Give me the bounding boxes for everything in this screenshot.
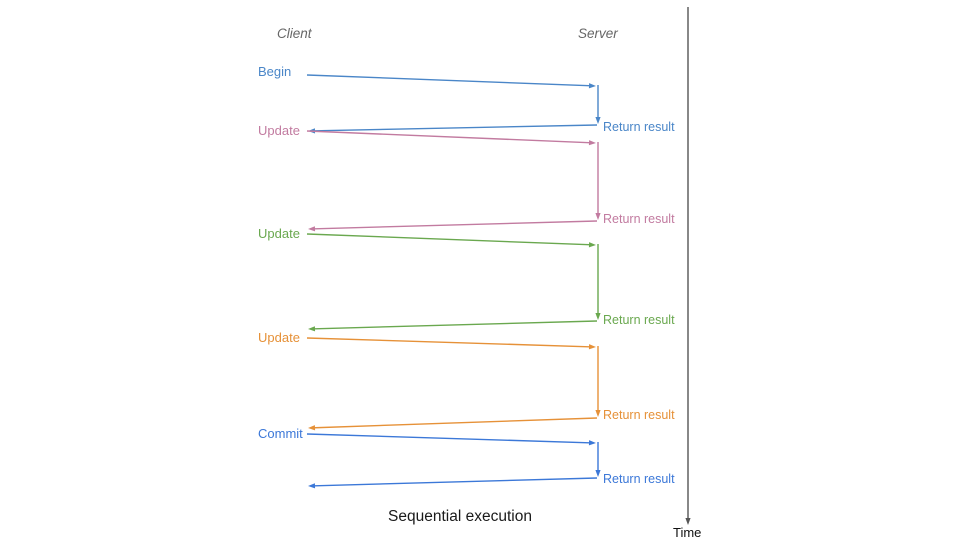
server-processing-update-1-arrowhead bbox=[595, 213, 601, 220]
server-processing-begin-0-arrowhead bbox=[595, 117, 601, 124]
client-header: Client bbox=[277, 26, 313, 41]
message-labels-layer: Begin Return result Update Return result Upd… bbox=[258, 64, 675, 486]
return-result-label-1: Return result bbox=[603, 212, 675, 226]
return-result-label-3: Return result bbox=[603, 408, 675, 422]
response-update-2-arrowhead bbox=[308, 326, 316, 332]
request-update-2-line bbox=[306, 233, 590, 246]
message-label-update-1: Update bbox=[258, 123, 300, 138]
response-update-1-line bbox=[314, 220, 598, 230]
message-label-begin-0: Begin bbox=[258, 64, 291, 79]
response-update-1-arrowhead bbox=[308, 226, 316, 232]
request-begin-0-arrowhead bbox=[588, 83, 596, 89]
message-label-update-2: Update bbox=[258, 226, 300, 241]
response-begin-0-line bbox=[314, 124, 598, 132]
time-axis-arrowhead bbox=[685, 518, 691, 525]
request-commit-4-line bbox=[306, 433, 590, 444]
request-update-1-arrowhead bbox=[588, 140, 596, 146]
server-header: Server bbox=[578, 26, 618, 41]
message-label-update-3: Update bbox=[258, 330, 300, 345]
response-update-3-arrowhead bbox=[308, 425, 316, 431]
request-update-3-arrowhead bbox=[588, 344, 596, 350]
request-update-3-line bbox=[306, 337, 590, 348]
response-update-3-line bbox=[314, 417, 598, 429]
response-commit-4-arrowhead bbox=[308, 483, 316, 489]
message-lines-layer bbox=[306, 7, 691, 525]
server-processing-commit-4-arrowhead bbox=[595, 470, 601, 477]
request-begin-0-line bbox=[306, 74, 590, 87]
request-update-1-line bbox=[306, 130, 590, 144]
time-axis-label: Time bbox=[673, 525, 701, 540]
server-processing-update-3-arrowhead bbox=[595, 410, 601, 417]
return-result-label-4: Return result bbox=[603, 472, 675, 486]
message-label-commit-4: Commit bbox=[258, 426, 303, 441]
diagram-title: Sequential execution bbox=[388, 508, 532, 525]
return-result-label-0: Return result bbox=[603, 120, 675, 134]
return-result-label-2: Return result bbox=[603, 313, 675, 327]
server-processing-update-2-arrowhead bbox=[595, 313, 601, 320]
response-update-2-line bbox=[314, 320, 598, 330]
request-update-2-arrowhead bbox=[588, 242, 596, 248]
response-commit-4-line bbox=[314, 477, 598, 487]
request-commit-4-arrowhead bbox=[588, 440, 596, 446]
